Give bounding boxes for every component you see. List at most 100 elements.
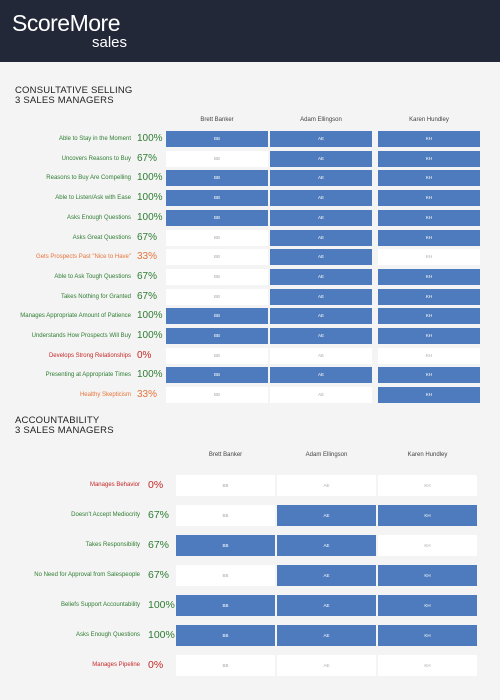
row-label: Doesn't Accept Mediocrity <box>71 512 140 518</box>
row-label: Able to Listen/Ask with Ease <box>55 195 131 202</box>
consultative-title: CONSULTATIVE SELLING 3 SALES MANAGERS <box>15 86 133 106</box>
score-cell: KH <box>378 505 477 526</box>
row-label: No Need for Approval from Salespeople <box>34 572 140 578</box>
row-label: Healthy Skepticism <box>79 392 131 399</box>
row-percentage: 67% <box>137 152 158 164</box>
score-cell: BB <box>176 535 275 556</box>
score-cell: AE <box>270 170 372 187</box>
score-cell: AE <box>277 505 376 526</box>
consultative-title-line1: CONSULTATIVE SELLING <box>15 85 133 96</box>
row-label: Takes Nothing for Granted <box>60 293 131 300</box>
row-percentage: 0% <box>148 659 164 671</box>
row-percentage: 100% <box>148 599 175 611</box>
row-label: Gets Prospects Past "Nice to Have" <box>36 254 131 261</box>
row-label: Understands How Prospects Will Buy <box>31 333 131 339</box>
score-cell: KH <box>378 249 480 266</box>
row-label: Asks Enough Questions <box>75 632 140 638</box>
row-percentage: 33% <box>137 389 158 401</box>
score-cell: KH <box>378 347 480 364</box>
score-cell: KH <box>378 268 480 285</box>
score-cell: BB <box>166 249 268 266</box>
row-label: Presenting at Appropriate Times <box>45 372 131 379</box>
score-cell: BB <box>166 347 268 364</box>
score-cell: KH <box>378 209 480 226</box>
row-label: Uncovers Reasons to Buy <box>61 155 131 162</box>
row-label: Manages Behavior <box>89 482 140 488</box>
row-percentage: 67% <box>148 509 170 521</box>
accountability-title-line2: 3 SALES MANAGERS <box>15 425 114 436</box>
score-cell: BB <box>176 475 275 496</box>
accountability-title: ACCOUNTABILITY 3 SALES MANAGERS <box>15 416 114 436</box>
accountability-title-line1: ACCOUNTABILITY <box>15 415 100 426</box>
logo-main: ScoreMore <box>12 10 120 36</box>
score-cell: KH <box>378 288 480 305</box>
row-percentage: 100% <box>137 133 163 144</box>
score-cell: AE <box>270 131 372 147</box>
row-percentage: 67% <box>137 270 158 282</box>
score-cell: AE <box>270 190 372 207</box>
score-cell: KH <box>378 387 480 404</box>
row-label: Able to Stay in the Moment <box>58 136 131 142</box>
row-label: Beliefs Support Accountability <box>60 602 140 608</box>
score-cell: BB <box>176 625 275 646</box>
row-label: Manages Appropriate Amount of Patience <box>20 313 131 320</box>
score-cell: BB <box>166 308 268 325</box>
score-cell: KH <box>378 565 477 586</box>
row-percentage: 67% <box>137 231 158 243</box>
row-label: Reasons to Buy Are Compelling <box>46 175 131 182</box>
score-cell: AE <box>277 655 376 676</box>
score-cell: BB <box>176 505 275 526</box>
row-percentage: 67% <box>137 290 158 302</box>
score-cell: AE <box>270 288 372 305</box>
score-cell: AE <box>277 475 376 496</box>
score-cell: BB <box>166 190 268 207</box>
score-cell: AE <box>270 387 372 404</box>
score-cell: BB <box>176 655 275 676</box>
score-cell: BB <box>166 170 268 187</box>
score-cell: KH <box>378 625 477 646</box>
header-bar: ScoreMore sales <box>0 0 500 62</box>
score-cell: AE <box>270 347 372 364</box>
row-percentage: 0% <box>137 349 152 361</box>
score-cell: BB <box>166 328 268 344</box>
column-header: Adam Ellingson <box>300 117 342 123</box>
row-label: Able to Ask Tough Questions <box>54 273 131 280</box>
score-cell: KH <box>378 328 480 344</box>
score-cell: AE <box>277 595 376 616</box>
score-cell: BB <box>166 367 268 384</box>
row-percentage: 100% <box>137 310 163 322</box>
consultative-title-line2: 3 SALES MANAGERS <box>15 95 114 106</box>
score-cell: BB <box>176 595 275 616</box>
column-header: Karen Hundley <box>409 117 449 123</box>
score-cell: BB <box>166 387 268 404</box>
score-cell: AE <box>270 150 372 167</box>
score-cell: AE <box>277 625 376 646</box>
score-cell: KH <box>378 170 480 187</box>
score-cell: BB <box>166 150 268 167</box>
column-header: Brett Banker <box>200 117 234 123</box>
score-cell: AE <box>270 308 372 325</box>
row-label: Develops Strong Relationships <box>48 352 131 359</box>
score-cell: KH <box>378 595 477 616</box>
row-percentage: 67% <box>148 539 170 551</box>
score-cell: AE <box>270 328 372 344</box>
row-percentage: 100% <box>137 211 163 223</box>
column-header: Brett Banker <box>208 452 243 458</box>
row-percentage: 33% <box>137 251 158 263</box>
score-cell: AE <box>270 209 372 226</box>
score-cell: BB <box>176 565 275 586</box>
score-cell: KH <box>378 475 477 496</box>
score-cell: KH <box>378 229 480 246</box>
score-cell: AE <box>270 268 372 285</box>
row-percentage: 100% <box>148 629 175 641</box>
score-cell: KH <box>378 367 480 384</box>
score-cell: KH <box>378 150 480 167</box>
score-cell: KH <box>378 535 477 556</box>
row-label: Takes Responsibility <box>85 542 140 548</box>
logo-sub: sales <box>92 34 128 51</box>
score-cell: AE <box>270 367 372 384</box>
row-percentage: 100% <box>137 172 163 184</box>
score-cell: AE <box>270 229 372 246</box>
score-cell: BB <box>166 288 268 305</box>
row-percentage: 100% <box>137 330 163 341</box>
